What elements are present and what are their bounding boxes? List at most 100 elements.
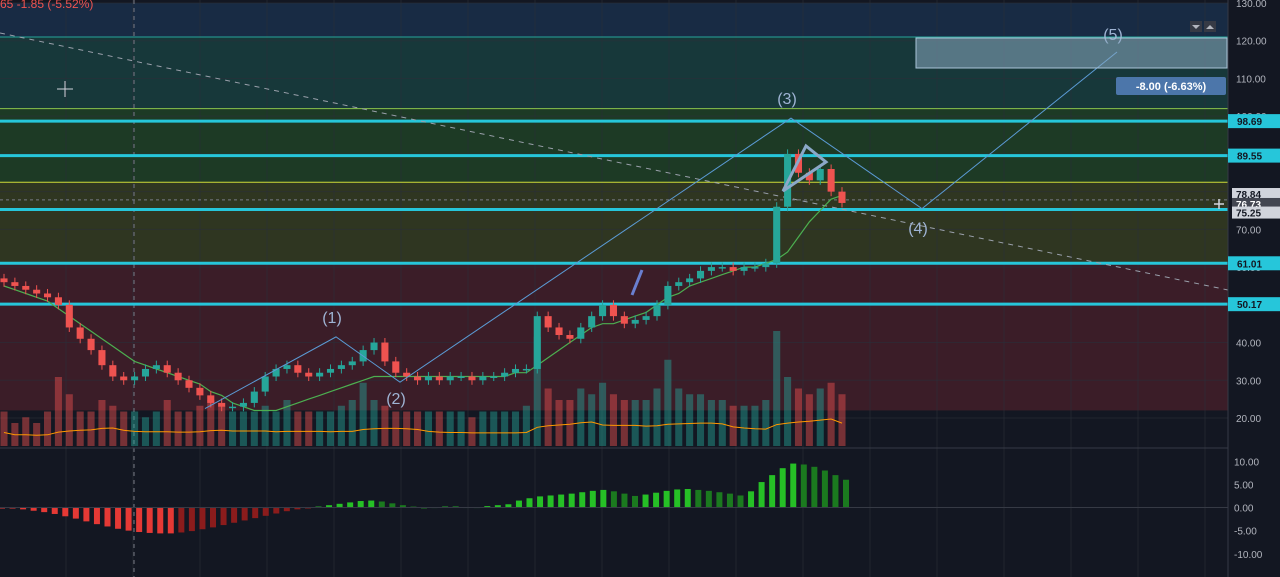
volume-bar — [272, 411, 280, 446]
oscillator-bar — [199, 507, 206, 530]
candle-body — [76, 327, 84, 339]
candle-body — [316, 372, 324, 377]
volume-bar — [359, 382, 367, 446]
candle-body — [98, 350, 106, 366]
volume-bar — [229, 411, 237, 446]
oscillator-bar — [769, 475, 776, 508]
oscillator-bar — [621, 493, 628, 508]
triangle-pattern[interactable] — [781, 143, 829, 193]
volume-bar — [620, 400, 628, 446]
wave-path[interactable] — [204, 51, 1118, 410]
price-badge-text: 75.25 — [1236, 209, 1261, 220]
candle-body — [827, 169, 835, 192]
level-badge-text: 89.55 — [1237, 152, 1262, 163]
candle-body — [33, 289, 41, 294]
oscillator-bar — [568, 493, 575, 508]
candle-body — [261, 376, 269, 392]
candle-body — [533, 316, 541, 369]
horizontal-levels[interactable] — [0, 36, 1228, 306]
volume-bar — [642, 400, 650, 446]
volume-bar — [740, 405, 748, 446]
oscillator-bar — [790, 463, 797, 508]
price-axis[interactable]: 20.0030.0040.0050.0060.0070.0080.0090.00… — [1214, 0, 1280, 577]
candle-body — [631, 319, 639, 324]
volume-bar — [751, 405, 759, 446]
volume-bar — [566, 400, 574, 446]
volume-bar — [261, 405, 269, 446]
oscillator-bar — [737, 495, 744, 508]
volume-bar — [414, 411, 422, 446]
volume-bar — [218, 405, 226, 446]
oscillator-bar — [41, 507, 48, 513]
chevron-up-icon — [1206, 25, 1214, 29]
volume-bar — [370, 400, 378, 446]
zone-band-4 — [0, 263, 1228, 411]
volume-bar — [838, 394, 846, 446]
level-badge — [1228, 256, 1280, 271]
volume-bar — [784, 377, 792, 446]
candle-body — [501, 372, 509, 377]
price-tick-label: 130.00 — [1236, 0, 1267, 10]
add-alert-icon[interactable] — [1214, 199, 1224, 209]
volume-bar — [185, 411, 193, 446]
oscillator-bar — [378, 501, 385, 508]
volume-bar — [76, 411, 84, 446]
candle-body — [544, 316, 552, 328]
volume-bar — [468, 417, 476, 446]
level-badge — [1228, 148, 1280, 163]
candle-body — [272, 368, 280, 377]
candle-body — [326, 368, 335, 373]
volume-bar — [577, 388, 585, 446]
oscillator-tick-label: -10.00 — [1234, 550, 1263, 561]
volume-bar — [599, 382, 607, 446]
oscillator-bar — [178, 507, 185, 533]
oscillator-bar — [136, 507, 143, 533]
volume-bar — [490, 411, 498, 446]
oscillator-bar — [494, 505, 501, 508]
volume-bar — [522, 405, 530, 446]
price-badge — [1232, 188, 1280, 201]
moving-average — [3, 194, 843, 412]
level-badge-text: 98.69 — [1237, 117, 1262, 128]
price-change-text: 65 -1.85 (-5.52%) — [0, 0, 93, 11]
candle-body — [185, 380, 193, 388]
oscillator-bar — [526, 498, 533, 508]
oscillator-bar — [779, 468, 786, 508]
dashed-trendline[interactable] — [0, 32, 1229, 291]
volume-bar — [555, 400, 563, 446]
scale-buttons[interactable] — [1190, 21, 1216, 32]
measure-box[interactable]: -8.00 (-6.63%) — [915, 37, 1228, 95]
candle-body — [653, 304, 661, 317]
price-badge-text: 78.84 — [1236, 190, 1261, 201]
oscillator-tick-label: 0.00 — [1234, 504, 1254, 515]
candle-body — [762, 263, 770, 268]
candle-body — [511, 368, 520, 373]
level-badge — [1228, 297, 1280, 312]
price-tick-label: 40.00 — [1236, 339, 1261, 350]
oscillator-bar — [843, 479, 849, 508]
candle-body — [305, 372, 313, 377]
oscillator-tick-label: 10.00 — [1234, 457, 1259, 468]
chevron-down-icon — [1192, 25, 1200, 29]
candle-body — [163, 365, 171, 373]
volume-bar — [381, 405, 389, 446]
candle-body — [250, 391, 258, 403]
candle-body — [196, 387, 204, 396]
measure-rectangle[interactable] — [915, 37, 1228, 69]
candle-body — [239, 402, 247, 407]
candle-body — [751, 267, 759, 269]
oscillator-bar — [262, 507, 269, 516]
oscillator-tick-label: 5.00 — [1234, 480, 1254, 491]
candle-body — [54, 297, 62, 305]
oscillator-bar — [399, 505, 406, 508]
oscillator-bar — [167, 507, 174, 534]
candle-body — [414, 376, 422, 381]
candle-body — [642, 316, 650, 320]
price-badge-text: 76.73 — [1236, 200, 1261, 211]
oscillator-bar — [283, 507, 290, 512]
candle-body — [11, 282, 19, 286]
volume-average-line — [3, 418, 843, 436]
oscillator-bar — [241, 507, 248, 521]
flag-pattern[interactable] — [630, 269, 644, 296]
